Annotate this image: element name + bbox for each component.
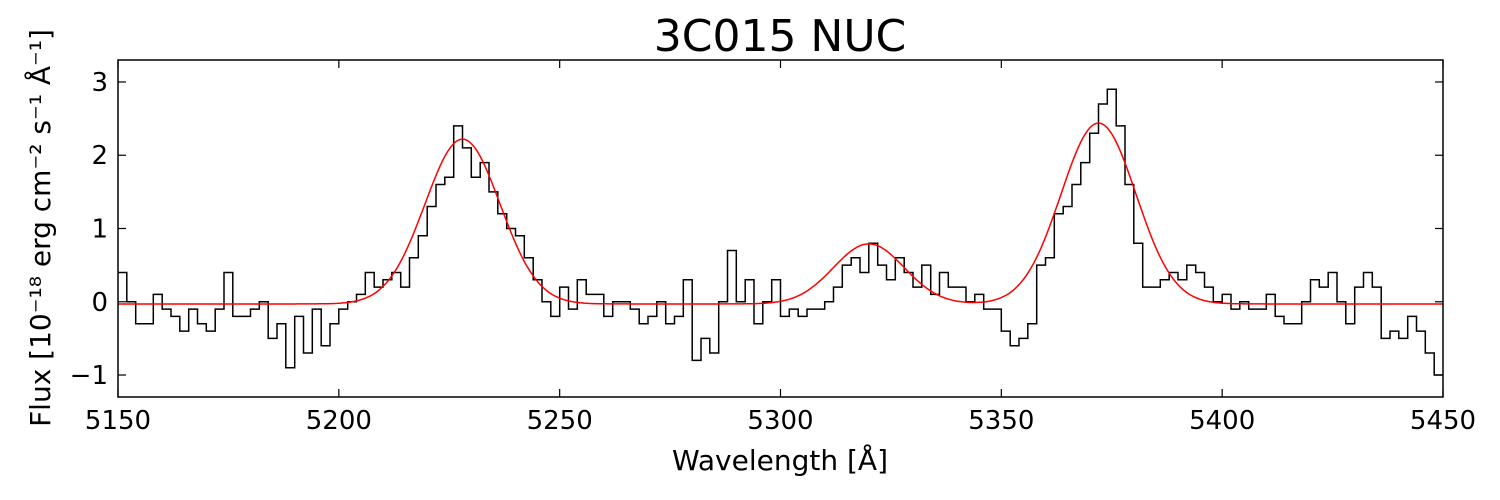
model-fit-line <box>118 122 1443 305</box>
y-tick-label: 3 <box>91 68 108 98</box>
y-axis-label: Flux [10⁻¹⁸ erg cm⁻² s⁻¹ Å⁻¹] <box>23 29 57 427</box>
plot-frame <box>117 59 1444 398</box>
x-tick-label: 5250 <box>527 406 593 436</box>
x-tick-label: 5200 <box>306 406 372 436</box>
x-tick-label: 5400 <box>1189 406 1255 436</box>
x-tick-label: 5150 <box>85 406 151 436</box>
chart-title: 3C015 NUC <box>654 11 907 62</box>
y-tick-label: 2 <box>91 141 108 171</box>
x-tick-label: 5350 <box>968 406 1034 436</box>
x-tick-label: 5300 <box>747 406 813 436</box>
y-axis: −1 0 1 2 3 <box>70 68 1443 391</box>
y-tick-label: 1 <box>91 215 108 245</box>
observed-spectrum-step <box>118 88 1443 376</box>
y-tick-label: −1 <box>70 361 108 391</box>
x-axis-label: Wavelength [Å] <box>672 443 888 477</box>
x-tick-label: 5450 <box>1410 406 1476 436</box>
plot-area <box>118 88 1443 376</box>
x-axis: 5150 5200 5250 5300 5350 5400 5450 <box>85 60 1476 436</box>
y-tick-label: 0 <box>91 288 108 318</box>
